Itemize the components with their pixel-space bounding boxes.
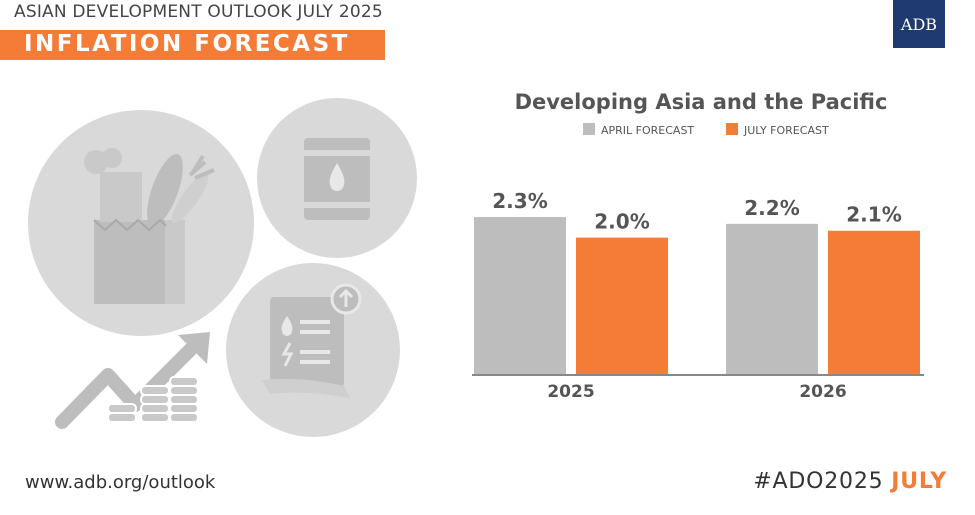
bar-2026-july xyxy=(828,230,920,375)
legend-label-1: APRIL FORECAST xyxy=(601,124,694,137)
rising-arrow-coins-icon xyxy=(55,332,210,429)
hashtag-text: #ADO2025 xyxy=(753,469,884,494)
hashtag-highlight: JULY xyxy=(891,469,947,494)
bar-chart: Developing Asia and the Pacific APRIL FOR… xyxy=(472,90,924,402)
chart-title: Developing Asia and the Pacific xyxy=(515,90,888,114)
price-increase-document-icon xyxy=(226,263,400,437)
hashtag: #ADO2025 JULY xyxy=(753,469,947,494)
banner-title: INFLATION FORECAST xyxy=(24,31,350,57)
adb-logo: ADB xyxy=(893,0,945,48)
data-label-2025-july: 2.0% xyxy=(594,210,649,234)
category-label-2026: 2026 xyxy=(799,382,846,402)
legend-swatch-1 xyxy=(583,123,595,135)
website-url[interactable]: www.adb.org/outlook xyxy=(25,472,216,493)
illustration xyxy=(28,98,417,437)
data-label-2026-april: 2.2% xyxy=(744,196,799,220)
bar-2025-july xyxy=(576,237,668,375)
bar-2025-april xyxy=(474,217,566,375)
data-label-2025-april: 2.3% xyxy=(492,189,547,213)
legend-swatch-2 xyxy=(726,123,738,135)
bar-2026-april xyxy=(726,223,818,375)
legend-label-2: JULY FORECAST xyxy=(743,124,829,137)
supertitle: ASIAN DEVELOPMENT OUTLOOK JULY 2025 xyxy=(14,2,383,22)
oil-barrel-icon xyxy=(257,98,417,258)
title-banner: INFLATION FORECAST xyxy=(0,30,385,60)
grocery-bag-icon xyxy=(28,110,254,336)
data-label-2026-july: 2.1% xyxy=(846,203,901,227)
category-label-2025: 2025 xyxy=(547,382,594,402)
